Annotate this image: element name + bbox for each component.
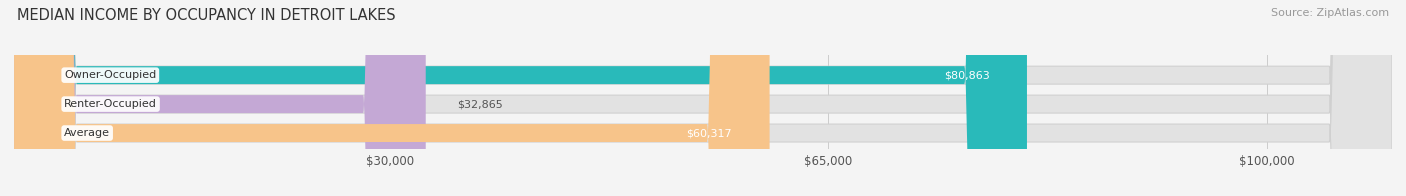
FancyBboxPatch shape	[14, 0, 769, 196]
FancyBboxPatch shape	[14, 0, 1026, 196]
Text: $60,317: $60,317	[686, 128, 733, 138]
Text: Source: ZipAtlas.com: Source: ZipAtlas.com	[1271, 8, 1389, 18]
FancyBboxPatch shape	[14, 0, 426, 196]
Text: $32,865: $32,865	[457, 99, 503, 109]
FancyBboxPatch shape	[14, 0, 1392, 196]
Text: $80,863: $80,863	[943, 70, 990, 80]
Text: Owner-Occupied: Owner-Occupied	[65, 70, 156, 80]
Text: Average: Average	[65, 128, 110, 138]
Text: Renter-Occupied: Renter-Occupied	[65, 99, 157, 109]
FancyBboxPatch shape	[14, 0, 1392, 196]
Text: MEDIAN INCOME BY OCCUPANCY IN DETROIT LAKES: MEDIAN INCOME BY OCCUPANCY IN DETROIT LA…	[17, 8, 395, 23]
FancyBboxPatch shape	[14, 0, 1392, 196]
